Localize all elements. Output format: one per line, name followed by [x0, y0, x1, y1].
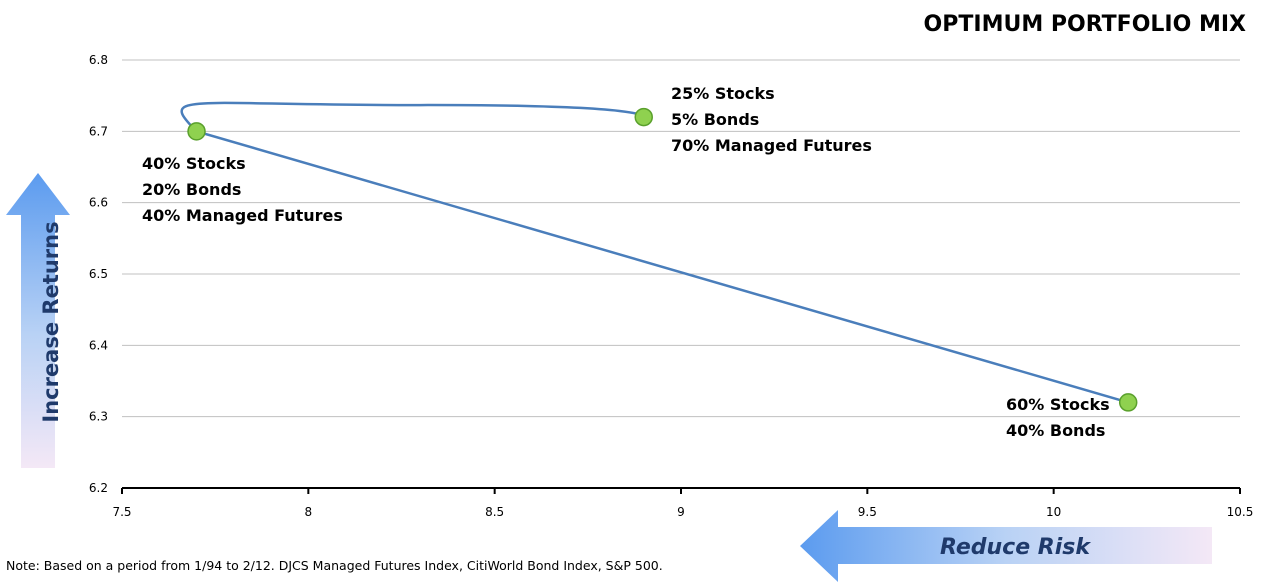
footnote: Note: Based on a period from 1/94 to 2/1… — [6, 558, 663, 573]
x-tick-label: 8 — [305, 505, 313, 519]
y-tick-label: 6.6 — [89, 196, 108, 210]
point-annotation: 60% Stocks 40% Bonds — [1006, 392, 1110, 444]
point-annotation-line: 40% Stocks — [142, 154, 246, 173]
x-tick-label: 9.5 — [858, 505, 877, 519]
point-annotation-line: 25% Stocks — [671, 84, 775, 103]
reduce-risk-label: Reduce Risk — [940, 535, 1091, 560]
data-point — [634, 107, 653, 127]
point-annotation-line: 40% Managed Futures — [142, 206, 343, 225]
series-line — [180, 101, 1129, 404]
point-annotation: 25% Stocks 5% Bonds 70% Managed Futures — [671, 81, 872, 159]
point-annotation: 40% Stocks 20% Bonds 40% Managed Futures — [142, 151, 343, 229]
y-tick-label: 6.8 — [89, 53, 108, 67]
y-tick-label: 6.5 — [89, 267, 108, 281]
x-tick-label: 10 — [1046, 505, 1061, 519]
point-annotation-line: 70% Managed Futures — [671, 136, 872, 155]
reduce-risk-arrow: Reduce Risk — [800, 510, 1212, 582]
y-tick-label: 6.3 — [89, 410, 108, 424]
y-tick-label: 6.2 — [89, 481, 108, 495]
x-tick-label: 7.5 — [112, 505, 131, 519]
x-tick-label: 9 — [677, 505, 685, 519]
increase-returns-label: Increase Returns — [39, 221, 63, 422]
point-annotation-line: 60% Stocks — [1006, 395, 1110, 414]
point-annotation-line: 20% Bonds — [142, 180, 242, 199]
y-tick-label: 6.7 — [89, 124, 108, 138]
x-tick-label: 10.5 — [1227, 505, 1254, 519]
data-point — [187, 122, 206, 141]
point-annotation-line: 5% Bonds — [671, 110, 760, 129]
increase-returns-arrow: Increase Returns — [6, 173, 70, 468]
y-tick-label: 6.4 — [89, 338, 108, 352]
chart-title: OPTIMUM PORTFOLIO MIX — [923, 12, 1246, 37]
x-tick-label: 8.5 — [485, 505, 504, 519]
data-point — [1118, 393, 1138, 412]
point-annotation-line: 40% Bonds — [1006, 421, 1106, 440]
